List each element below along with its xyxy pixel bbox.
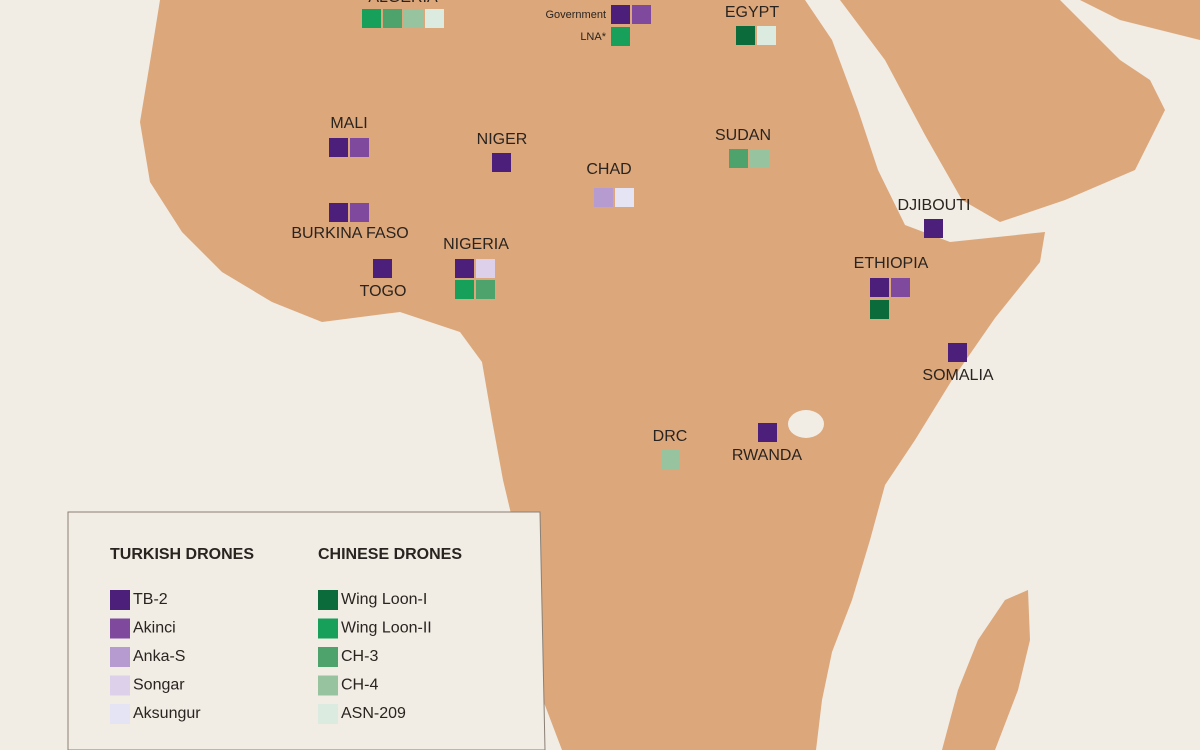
legend-swatch (110, 647, 130, 667)
drone-square (870, 278, 889, 297)
drone-square (455, 259, 474, 278)
country-label: BURKINA FASO (291, 225, 408, 242)
legend-label: CH-3 (341, 648, 378, 665)
drone-square (870, 300, 889, 319)
drone-square (594, 188, 613, 207)
country-label: ALGERIA (368, 0, 438, 6)
legend-swatch (318, 704, 338, 724)
country-label: SUDAN (715, 127, 771, 144)
country-label: MALI (330, 115, 367, 132)
legend-swatch (110, 675, 130, 696)
country-label: EGYPT (725, 4, 779, 21)
drone-square (736, 26, 755, 45)
legend-label: CH-4 (341, 677, 378, 694)
drone-square (383, 9, 402, 28)
legend-title: CHINESE DRONES (318, 546, 462, 563)
country-label: TOGO (360, 283, 407, 300)
legend-swatch (318, 590, 338, 610)
drone-square (891, 278, 910, 297)
drone-square (373, 259, 392, 278)
drone-square (476, 280, 495, 299)
iran-land (1080, 0, 1200, 40)
country-label: SOMALIA (922, 367, 993, 384)
drone-square (924, 219, 943, 238)
drone-square (729, 149, 748, 168)
drone-square (425, 9, 444, 28)
legend-label: Wing Loon-II (341, 620, 432, 637)
drone-square (329, 138, 348, 157)
legend-frame (67, 511, 546, 750)
drone-square (661, 450, 680, 469)
drone-square (611, 27, 630, 46)
drone-square (758, 423, 777, 442)
drone-square (615, 188, 634, 207)
legend-label: Akinci (133, 620, 176, 637)
faction-label: LNA* (580, 31, 606, 43)
drone-square (632, 5, 651, 24)
madagascar-land (942, 590, 1030, 750)
legend-swatch (110, 590, 130, 610)
legend-swatch (110, 704, 130, 724)
africa-land (140, 0, 1045, 750)
drone-square (455, 280, 474, 299)
legend-label: ASN-209 (341, 705, 406, 722)
legend-label: TB-2 (133, 591, 168, 608)
drone-square (611, 5, 630, 24)
country-label: ETHIOPIA (854, 255, 929, 272)
country-label: NIGER (477, 131, 528, 148)
legend-label: Songar (133, 677, 185, 694)
drone-square (350, 203, 369, 222)
legend-label: Aksungur (133, 705, 201, 722)
drone-square (404, 9, 423, 28)
legend-swatch (110, 618, 130, 639)
arabia-land (840, 0, 1165, 222)
country-label: NIGERIA (443, 236, 509, 253)
drone-square (948, 343, 967, 362)
drone-square (362, 9, 381, 28)
country-label: RWANDA (732, 447, 803, 464)
country-label: DJIBOUTI (898, 197, 971, 214)
faction-label: Government (545, 9, 606, 21)
country-label: CHAD (586, 161, 631, 178)
legend-title: TURKISH DRONES (110, 546, 254, 563)
lake-victoria (788, 410, 824, 438)
legend-label: Wing Loon-I (341, 591, 427, 608)
legend-swatch (318, 675, 338, 696)
drone-square (350, 138, 369, 157)
drone-square (750, 149, 769, 168)
drone-square (492, 153, 511, 172)
country-label: DRC (653, 428, 688, 445)
legend-swatch (318, 647, 338, 667)
legend-label: Anka-S (133, 648, 185, 665)
drone-square (757, 26, 776, 45)
drone-square (329, 203, 348, 222)
legend-swatch (318, 618, 338, 639)
drone-square (476, 259, 495, 278)
